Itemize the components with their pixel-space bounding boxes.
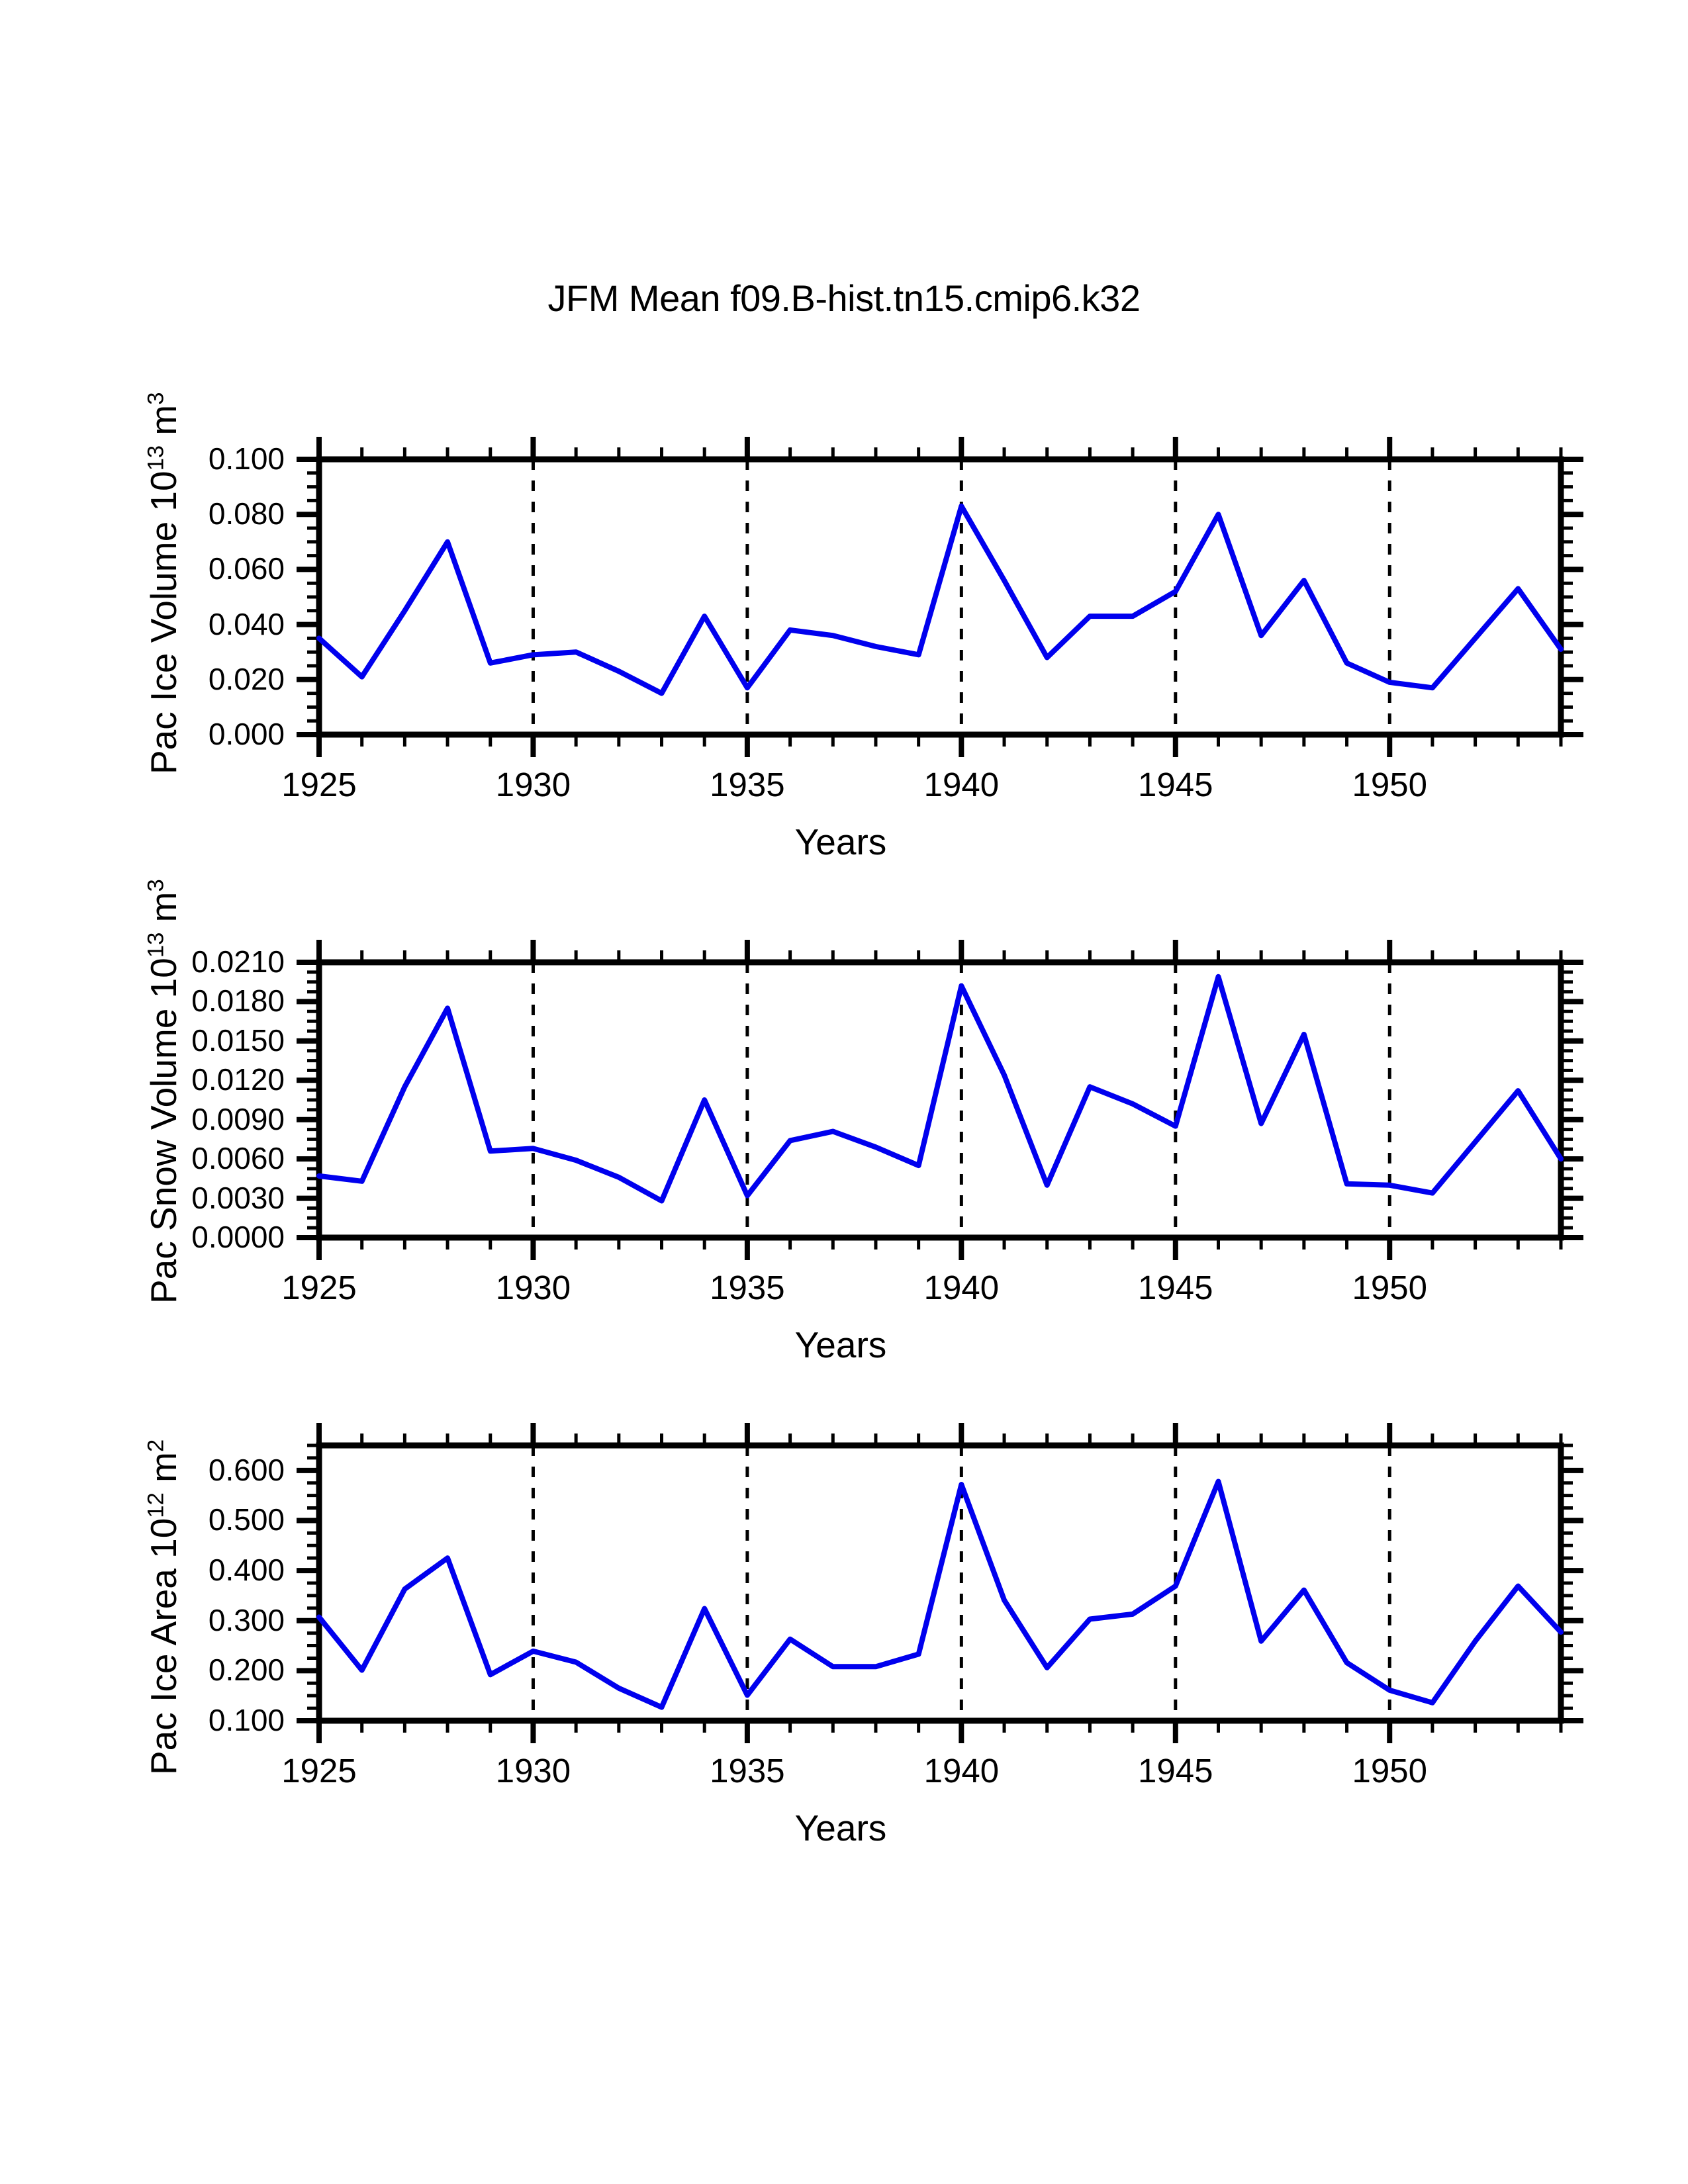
panel-2-x-axis-title: Years xyxy=(794,1324,887,1365)
y-tick-label: 0.080 xyxy=(208,496,285,531)
x-tick-label: 1950 xyxy=(1352,1269,1427,1306)
panel-3-plot xyxy=(297,1423,1583,1743)
y-tick-label: 0.500 xyxy=(208,1502,285,1537)
x-tick-label: 1935 xyxy=(710,1752,785,1790)
x-tick-label: 1930 xyxy=(495,766,571,803)
y-tick-label: 0.0000 xyxy=(191,1220,285,1254)
y-tick-label: 0.600 xyxy=(208,1452,285,1487)
page-title: JFM Mean f09.B-hist.tn15.cmip6.k32 xyxy=(547,277,1141,319)
y-tick-label: 0.0210 xyxy=(191,944,285,979)
x-tick-label: 1950 xyxy=(1352,1752,1427,1790)
data-series-line xyxy=(316,1479,1564,1710)
panel-1-x-axis-title: Years xyxy=(794,821,887,862)
x-tick-label: 1945 xyxy=(1138,1752,1213,1790)
x-tick-label: 1940 xyxy=(923,1269,1000,1306)
x-tick-label: 1945 xyxy=(1138,766,1213,803)
y-tick-label: 0.060 xyxy=(208,551,285,586)
y-tick-label: 0.020 xyxy=(208,661,285,696)
x-tick-label: 1925 xyxy=(281,1269,357,1306)
x-tick-label: 1950 xyxy=(1352,766,1427,803)
x-tick-label: 1925 xyxy=(281,1752,357,1790)
y-tick-label: 0.0090 xyxy=(191,1101,285,1136)
y-tick-label: 0.0030 xyxy=(191,1180,285,1215)
x-tick-label: 1935 xyxy=(710,766,785,803)
y-tick-label: 0.0120 xyxy=(191,1062,285,1097)
y-tick-label: 0.100 xyxy=(208,441,285,476)
y-tick-label: 0.000 xyxy=(208,717,285,751)
data-series-line xyxy=(316,974,1564,1204)
x-tick-label: 1930 xyxy=(495,1752,571,1790)
panel-3-x-axis-title: Years xyxy=(794,1807,887,1848)
x-tick-label: 1940 xyxy=(923,1752,1000,1790)
y-tick-label: 0.200 xyxy=(208,1653,285,1688)
x-tick-label: 1940 xyxy=(923,766,1000,803)
y-tick-label: 0.100 xyxy=(208,1703,285,1737)
x-tick-label: 1930 xyxy=(495,1269,571,1306)
y-tick-label: 0.300 xyxy=(208,1602,285,1637)
y-tick-label: 0.400 xyxy=(208,1553,285,1588)
y-tick-label: 0.0060 xyxy=(191,1141,285,1176)
x-tick-label: 1925 xyxy=(281,766,357,803)
y-tick-label: 0.0180 xyxy=(191,983,285,1019)
data-series-line xyxy=(316,503,1564,696)
y-tick-label: 0.0150 xyxy=(191,1023,285,1058)
panel-2-plot xyxy=(297,940,1583,1260)
panel-ice-area: Pac Ice Area 1012 m2 Years 1925 1930 1935 1… xyxy=(0,986,1688,1848)
x-tick-label: 1945 xyxy=(1138,1269,1213,1306)
panel-ice-volume: Pac Ice Volume 1013 m3 Years 1925 1930 193… xyxy=(0,0,1688,862)
y-tick-label: 0.040 xyxy=(208,606,285,641)
panel-1-plot xyxy=(297,437,1583,757)
panel-snow-volume: Pac Snow Volume 1013 m3 Years 1925 1930 19… xyxy=(0,503,1688,1365)
x-tick-label: 1935 xyxy=(710,1269,785,1306)
